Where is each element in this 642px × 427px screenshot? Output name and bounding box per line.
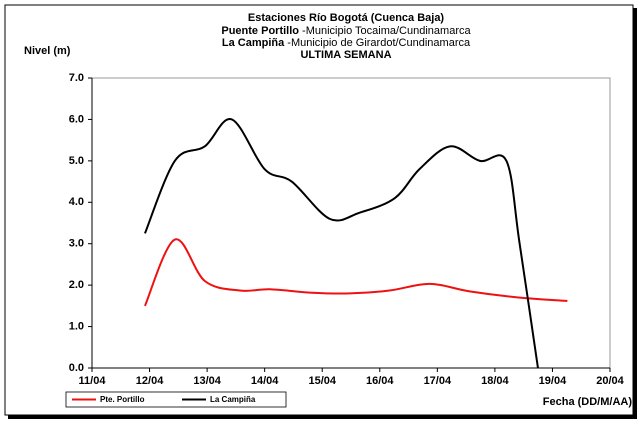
series-line [144,238,568,307]
legend-label: La Campiña [210,395,256,404]
legend-label: Pte. Portillo [100,395,145,404]
subtitle-bold: Puente Portillo [221,25,299,37]
x-tick-label: 16/04 [366,375,394,387]
subtitles: Puente Portillo -Municipio Tocaima/Cundi… [221,25,471,61]
y-axis-label: Nivel (m) [24,45,71,57]
y-tick-label: 0.0 [69,362,84,374]
x-tick-label: 11/04 [79,375,107,387]
y-tick-label: 3.0 [69,238,84,250]
x-tick-label: 15/04 [308,375,336,387]
x-tick-label: 17/04 [424,375,452,387]
subtitle-bold: La Campiña [222,37,285,49]
subtitle-bold: ULTIMA SEMANA [300,49,391,61]
subtitle: ULTIMA SEMANA [300,49,391,61]
x-tick-label: 13/04 [193,375,221,387]
subtitle-text: -Municipio Tocaima/Cundinamarca [299,25,471,37]
y-tick-label: 2.0 [69,279,84,291]
x-tick-label: 19/04 [539,375,567,387]
x-tick-label: 14/04 [251,375,279,387]
y-tick-label: 5.0 [69,155,84,167]
x-tick-label: 18/04 [481,375,509,387]
legend-box [65,391,287,408]
y-tick-label: 7.0 [69,72,84,84]
y-tick-label: 4.0 [69,196,84,208]
series-line [144,118,539,368]
subtitle-text: -Municipio de Girardot/Cundinamarca [284,37,471,49]
subtitle: La Campiña -Municipio de Girardot/Cundin… [222,37,471,49]
x-tick-label: 20/04 [596,375,624,387]
x-tick-label: 12/04 [136,375,164,387]
subtitle: Puente Portillo -Municipio Tocaima/Cundi… [221,25,471,37]
y-tick-label: 6.0 [69,113,84,125]
chart-title: Estaciones Río Bogotá (Cuenca Baja) [248,12,445,24]
x-axis-label: Fecha (DD/M/AA) [543,396,633,408]
y-tick-label: 1.0 [69,320,84,332]
